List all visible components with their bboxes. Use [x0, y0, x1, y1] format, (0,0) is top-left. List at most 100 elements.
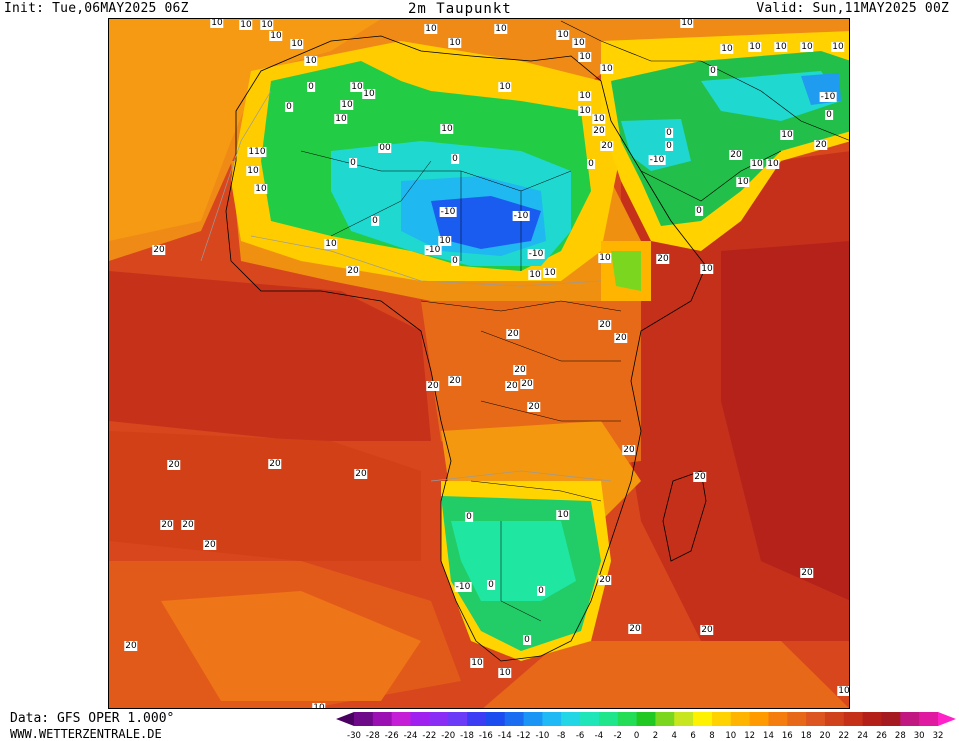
legend-swatch	[824, 712, 845, 726]
legend-swatch	[693, 712, 713, 726]
legend-tick-label: 22	[838, 731, 849, 740]
contour-label: 10	[578, 91, 592, 101]
contour-label: 10	[750, 159, 764, 169]
contour-label: 10	[304, 56, 318, 66]
legend-tick-label: 12	[744, 731, 755, 740]
contour-label: 10	[290, 39, 304, 49]
contour-label: 20	[814, 140, 828, 150]
contour-label: 10	[312, 703, 326, 708]
dewpoint-map[interactable]: 10 10 10 10 10 10 10 10 10 10 10 10 10 10 10 10 10 10 0 10 1…	[108, 18, 850, 709]
contour-label: 10	[498, 668, 512, 678]
legend-swatch	[730, 712, 751, 726]
contour-label: 10	[494, 24, 508, 34]
legend-tick-label: -16	[479, 731, 493, 740]
legend-tick-label: 30	[914, 731, 925, 740]
contour-lines	[200, 90, 612, 482]
contour-label: 10	[680, 18, 694, 28]
contour-label: 20	[181, 520, 195, 530]
contour-label: 10	[700, 264, 714, 274]
legend-tick-label: 4	[672, 731, 677, 740]
legend-swatch	[448, 712, 468, 726]
contour-label: 10	[498, 82, 512, 92]
legend-tick-label: -2	[613, 731, 621, 740]
contour-label: 20	[167, 460, 181, 470]
contour-label: 20	[426, 381, 440, 391]
contour-label: 110	[247, 147, 267, 157]
contour-label: 0	[307, 82, 315, 92]
sw-ocean-light-field	[161, 591, 421, 701]
africa-coastline	[225, 35, 707, 662]
legend-tick-label: -18	[460, 731, 474, 740]
legend-swatch	[711, 712, 732, 726]
contour-label: 0	[825, 110, 833, 120]
contour-label: 20	[520, 379, 534, 389]
legend-tick-label: -30	[347, 731, 361, 740]
legend-tick-label: 0	[634, 731, 639, 740]
contour-label: 10	[528, 270, 542, 280]
legend-tick-label: 28	[895, 731, 906, 740]
madagascar-outline	[662, 470, 707, 562]
legend-swatch	[467, 712, 487, 726]
contour-label: 10	[837, 686, 850, 696]
legend-swatch	[768, 712, 788, 726]
contour-label: 20	[693, 472, 707, 482]
contour-label: -10	[819, 92, 837, 102]
contour-label: 10	[424, 24, 438, 34]
legend-swatch	[580, 712, 600, 726]
contour-label: 20	[656, 254, 670, 264]
legend-tick-label: -4	[595, 731, 603, 740]
legend-swatch	[881, 712, 901, 726]
legend-swatch	[523, 712, 543, 726]
ethiopia-green-zone	[611, 251, 641, 291]
contour-label: 00	[378, 143, 392, 153]
legend-swatch	[787, 712, 807, 726]
contour-label: 0	[451, 256, 459, 266]
legend-swatch	[862, 712, 882, 726]
contour-label: 20	[513, 365, 527, 375]
legend-swatch	[429, 712, 449, 726]
contour-label: 20	[203, 540, 217, 550]
legend-tick-label: -14	[498, 731, 512, 740]
legend-tick-label: -8	[557, 731, 565, 740]
contour-label: 0	[451, 154, 459, 164]
mediterranean-arabia-coastline	[560, 20, 849, 141]
contour-label: 20	[346, 266, 360, 276]
contour-label: 20	[160, 520, 174, 530]
contour-label: -10	[424, 245, 442, 255]
sahara-blue-core	[431, 196, 541, 249]
legend-swatch	[485, 712, 506, 726]
contour-label: 20	[506, 329, 520, 339]
contour-label: 10	[748, 42, 762, 52]
legend-tick-label: 26	[876, 731, 887, 740]
color-legend: -30 -28 -26 -24 -22 -20 -18 -16 -14 -12 -10 -8 -6 -4-…	[336, 712, 956, 740]
legend-tick-label: 32	[933, 731, 944, 740]
contour-label: 20	[729, 150, 743, 160]
legend-tick-label: -10	[535, 731, 549, 740]
contour-label: 20	[800, 568, 814, 578]
contour-label: 10	[543, 268, 557, 278]
contour-label: 10	[350, 82, 364, 92]
contour-label: 10	[578, 52, 592, 62]
contour-label: -10	[439, 207, 457, 217]
map-title: 2m Taupunkt	[408, 1, 512, 17]
legend-tick-label: 2	[653, 731, 658, 740]
contour-label: 10	[362, 89, 376, 99]
contour-label: 20	[614, 333, 628, 343]
legend-swatch	[372, 712, 393, 726]
contour-label: 20	[124, 641, 138, 651]
contour-label: 0	[487, 580, 495, 590]
contour-label: 0	[537, 586, 545, 596]
contour-label: 0	[665, 128, 673, 138]
indian-ocean-deep-field	[721, 241, 849, 601]
legend-tick-label: -28	[366, 731, 380, 740]
website-link[interactable]: WWW.WETTERZENTRALE.DE	[10, 727, 162, 741]
legend-swatch	[410, 712, 430, 726]
legend-tick-label: -22	[422, 731, 436, 740]
legend-swatch	[655, 712, 675, 726]
legend-tick-label: 8	[709, 731, 714, 740]
legend-tick-label: 24	[857, 731, 868, 740]
legend-tick-label: 16	[782, 731, 793, 740]
contour-label: 20	[592, 126, 606, 136]
contour-label: 10	[470, 658, 484, 668]
contour-label: 10	[592, 114, 606, 124]
